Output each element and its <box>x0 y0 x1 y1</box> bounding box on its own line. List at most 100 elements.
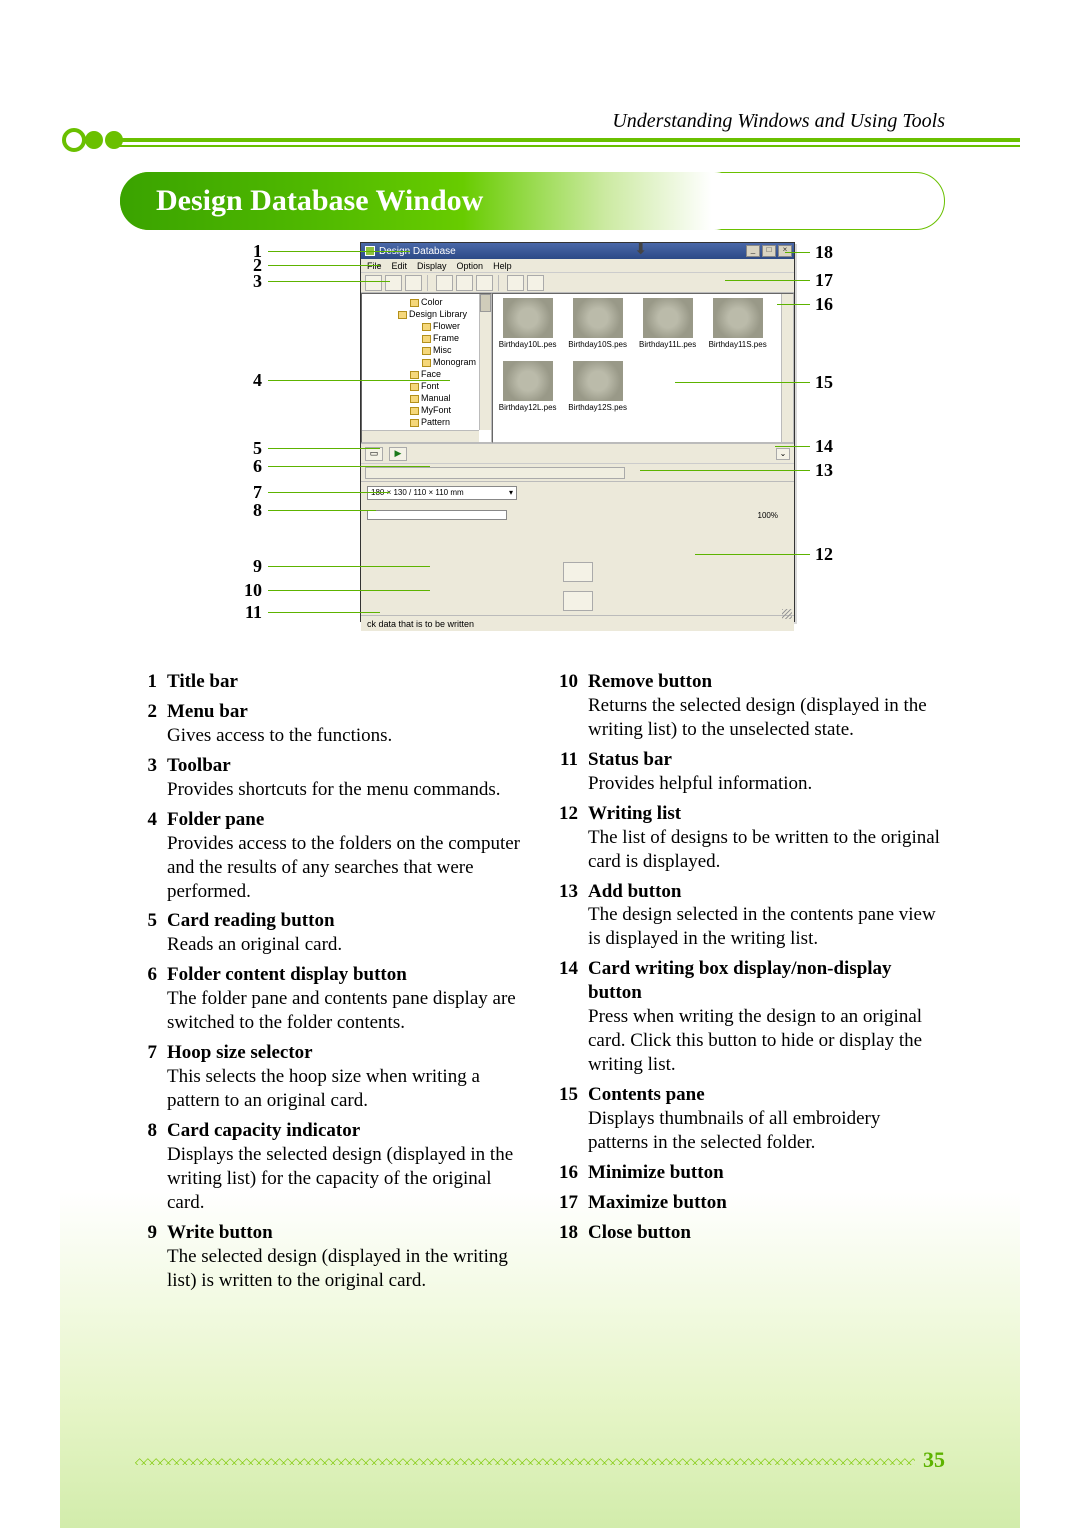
toolbar-button[interactable] <box>507 275 524 291</box>
legend-desc: Provides access to the folders on the co… <box>167 833 520 902</box>
legend-desc: The list of designs to be written to the… <box>588 827 940 872</box>
minimize-button[interactable]: _ <box>746 245 760 257</box>
title-bar: Design Database _ □ × <box>361 243 794 259</box>
status-text: ck data that is to be written <box>367 619 474 629</box>
legend-number: 11 <box>556 748 588 796</box>
status-bar: ck data that is to be written <box>361 615 794 631</box>
tree-item[interactable]: Flower <box>364 320 489 332</box>
leader-line <box>268 566 430 567</box>
legend-desc: The selected design (displayed in the wr… <box>167 1246 508 1291</box>
legend-number: 6 <box>135 963 167 1035</box>
legend-desc: Displays thumbnails of all embroidery pa… <box>588 1108 880 1153</box>
thumbnail-item[interactable]: Birthday11L.pes <box>637 298 699 349</box>
toolbar-button[interactable] <box>436 275 453 291</box>
folder-icon <box>422 323 431 331</box>
tree-item[interactable]: MyFont <box>364 404 489 416</box>
thumbnail-item[interactable]: Birthday12L.pes <box>497 361 559 412</box>
legend-item: 1Title bar <box>135 670 524 694</box>
legend-number: 1 <box>135 670 167 694</box>
menu-item[interactable]: Display <box>417 261 447 271</box>
write-button[interactable] <box>563 562 593 582</box>
toolbar-button[interactable] <box>476 275 493 291</box>
tree-item[interactable]: Pattern <box>364 416 489 428</box>
tree-item-label: Pattern <box>421 417 450 427</box>
maximize-button[interactable]: □ <box>762 245 776 257</box>
leader-line <box>640 470 810 471</box>
tree-item[interactable]: Design Library <box>364 308 489 320</box>
legend-item: 3ToolbarProvides shortcuts for the menu … <box>135 754 524 802</box>
thumbnail-item[interactable]: Birthday11S.pes <box>707 298 769 349</box>
header-rule <box>60 138 1020 152</box>
legend-item: 7Hoop size selector This selects the hoop… <box>135 1041 524 1113</box>
legend-number: 15 <box>556 1083 588 1155</box>
leader-line <box>268 380 450 381</box>
legend-desc: Provides shortcuts for the menu commands… <box>167 779 501 800</box>
menu-item[interactable]: Option <box>457 261 484 271</box>
callout-number: 15 <box>815 372 833 393</box>
card-reader-row: ▭ ▶ ⌄ <box>361 443 794 463</box>
legend-item: 4Folder paneProvides access to the folde… <box>135 808 524 904</box>
tree-item[interactable]: Manual <box>364 392 489 404</box>
callout-number: 13 <box>815 460 833 481</box>
scrollbar-vertical[interactable] <box>479 294 491 430</box>
legend-item: 13Add buttonThe design selected in the c… <box>556 880 945 952</box>
menu-item[interactable]: Help <box>493 261 512 271</box>
legend-number: 7 <box>135 1041 167 1113</box>
legend-left-col: 1Title bar2Menu barGives access to the f… <box>135 670 524 1299</box>
folder-pane[interactable]: ColorDesign Library Flower FrameMiscMonogr… <box>361 293 492 443</box>
tree-item[interactable]: Color <box>364 296 489 308</box>
toolbar-button[interactable] <box>365 275 382 291</box>
toolbar-button[interactable] <box>527 275 544 291</box>
legend-term: Card writing box display/non-display but… <box>588 958 892 1003</box>
folder-content-display-button[interactable] <box>365 467 625 479</box>
capacity-label: 100% <box>758 511 788 520</box>
leader-line <box>268 251 410 252</box>
legend-term: Card capacity indicator <box>167 1120 360 1141</box>
toolbar-button[interactable] <box>456 275 473 291</box>
legend-item: 11Status barProvides helpful information… <box>556 748 945 796</box>
thumbnail-item[interactable]: Birthday12S.pes <box>567 361 629 412</box>
tree-item[interactable]: Font <box>364 380 489 392</box>
thumbnail-label: Birthday12S.pes <box>567 403 629 412</box>
thumbnail-label: Birthday10L.pes <box>497 340 559 349</box>
page-root: Understanding Windows and Using Tools De… <box>60 0 1020 1528</box>
footer-ornament-icon: ◇◇◇◇◇◇◇◇◇◇◇◇◇◇◇◇◇◇◇◇◇◇◇◇◇◇◇◇◇◇◇◇◇◇◇◇◇◇◇◇… <box>135 1455 915 1465</box>
remove-button[interactable] <box>563 591 593 611</box>
thumbnail-item[interactable]: Birthday10S.pes <box>567 298 629 349</box>
scrollbar-vertical[interactable] <box>781 294 793 442</box>
app-window: Design Database _ □ × FileEditDisplayOpt… <box>360 242 795 622</box>
toolbar-button[interactable] <box>405 275 422 291</box>
legend-term: Hoop size selector <box>167 1042 313 1063</box>
legend-term: Maximize button <box>588 1192 727 1213</box>
tree-item[interactable]: Monogram Decoration <box>364 356 489 368</box>
thumbnail-item[interactable]: Birthday10L.pes <box>497 298 559 349</box>
add-button[interactable]: ⬇ <box>634 239 647 259</box>
legend-desc: The folder pane and contents pane displa… <box>167 988 516 1033</box>
hoop-row: 180 × 130 / 110 × 110 mm▾ ⬇ <box>361 481 794 503</box>
callout-number: 4 <box>238 370 262 391</box>
legend-desc: The design selected in the contents pane… <box>588 904 936 949</box>
writing-list[interactable] <box>361 527 794 557</box>
legend-desc: This selects the hoop size when writing … <box>167 1066 480 1111</box>
tree-item-label: Flower <box>433 321 460 331</box>
close-button[interactable]: × <box>778 245 792 257</box>
tree-item[interactable]: Face <box>364 368 489 380</box>
scrollbar-horizontal[interactable] <box>362 430 479 442</box>
leader-line <box>268 448 380 449</box>
tree-item[interactable]: Frame <box>364 332 489 344</box>
toolbar-button[interactable] <box>385 275 402 291</box>
callout-number: 8 <box>238 500 262 521</box>
tree-item-label: Design Library <box>409 309 467 319</box>
folder-icon <box>410 407 419 415</box>
card-reading-play-button[interactable]: ▶ <box>389 447 407 461</box>
write-row <box>361 557 794 587</box>
tree-item-label: Frame <box>433 333 459 343</box>
legend-desc: Returns the selected design (displayed i… <box>588 695 927 740</box>
card-writing-toggle-button[interactable]: ⌄ <box>776 448 790 460</box>
legend-item: 16Minimize button <box>556 1161 945 1185</box>
leader-line <box>777 304 810 305</box>
resize-grip-icon[interactable] <box>782 609 792 619</box>
menu-item[interactable]: Edit <box>392 261 408 271</box>
tree-item[interactable]: Misc <box>364 344 489 356</box>
legend-term: Write button <box>167 1222 273 1243</box>
